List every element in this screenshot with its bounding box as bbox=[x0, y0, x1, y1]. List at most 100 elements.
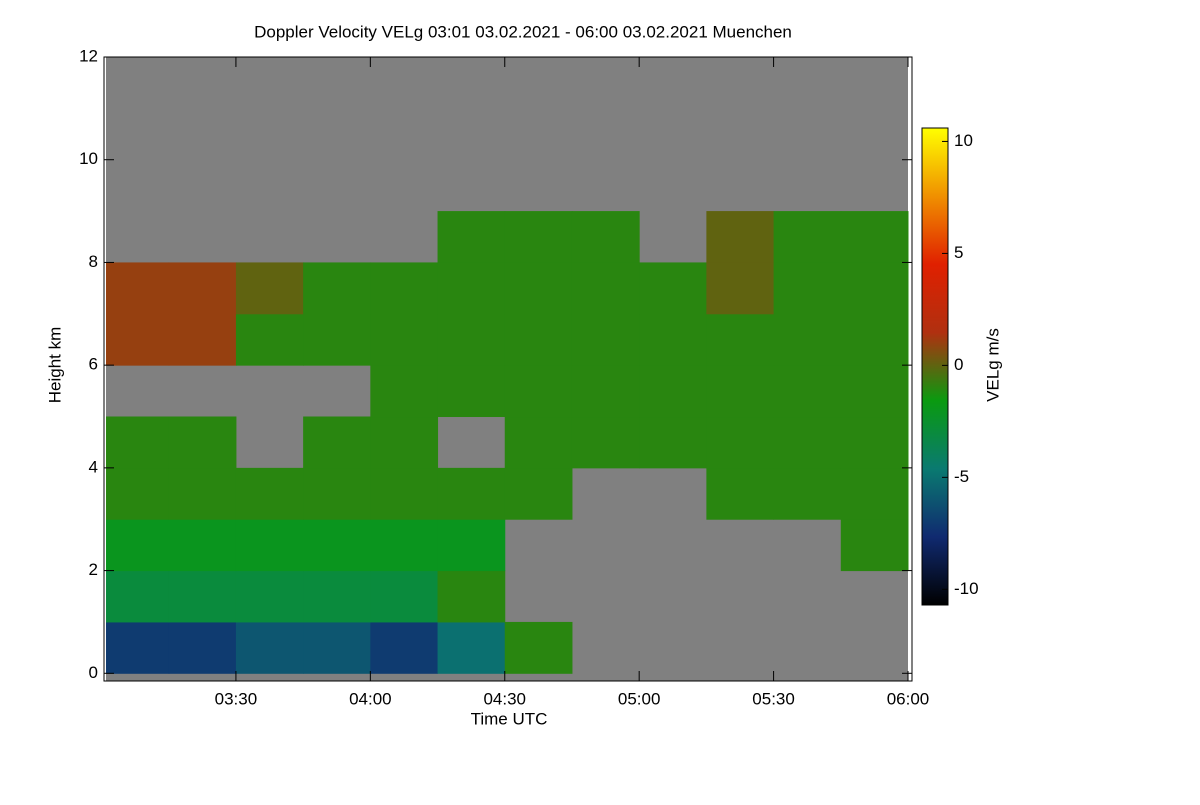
heatmap-cell bbox=[106, 621, 170, 674]
heatmap-cell bbox=[303, 467, 371, 520]
heatmap-cell bbox=[168, 621, 237, 674]
heatmap-cell bbox=[106, 467, 170, 520]
chart-title: Doppler Velocity VELg 03:01 03.02.2021 -… bbox=[254, 22, 792, 41]
heatmap-cell bbox=[840, 519, 909, 572]
heatmap-cell bbox=[773, 467, 842, 520]
heatmap-cell bbox=[706, 313, 775, 366]
heatmap-cell bbox=[571, 262, 640, 315]
heatmap-cell bbox=[168, 313, 237, 366]
y-tick-label: 0 bbox=[89, 663, 98, 682]
heatmap-cell bbox=[370, 313, 439, 366]
heatmap-cell bbox=[437, 519, 506, 572]
heatmap-cell bbox=[168, 416, 237, 469]
colorbar-tick-label: -10 bbox=[954, 579, 979, 598]
heatmap-cell bbox=[639, 365, 707, 418]
colorbar-tick-label: -5 bbox=[954, 467, 969, 486]
heatmap-cell bbox=[168, 519, 237, 572]
heatmap-cell bbox=[437, 313, 506, 366]
heatmap-cell bbox=[235, 467, 304, 520]
heatmap-cell bbox=[437, 467, 506, 520]
y-tick-label: 6 bbox=[89, 355, 98, 374]
x-tick-label: 03:30 bbox=[215, 689, 258, 708]
heatmap-cell bbox=[370, 570, 439, 623]
heatmap-cell bbox=[235, 621, 304, 674]
heatmap-cell bbox=[639, 416, 707, 469]
heatmap-cell bbox=[840, 416, 909, 469]
heatmap-cell bbox=[840, 365, 909, 418]
plot-frame bbox=[103, 56, 913, 682]
heatmap-cell bbox=[235, 313, 304, 366]
heatmap-cell bbox=[370, 262, 439, 315]
heatmap-cell bbox=[303, 416, 371, 469]
heatmap-cell bbox=[370, 621, 439, 674]
heatmap-cell bbox=[437, 211, 506, 263]
heatmap-cell bbox=[235, 570, 304, 623]
colorbar-tick-label: 10 bbox=[954, 131, 973, 150]
y-tick-label: 10 bbox=[79, 149, 98, 168]
heatmap-cell bbox=[639, 262, 707, 315]
heatmap-cell bbox=[504, 262, 573, 315]
heatmap-cell bbox=[504, 365, 573, 418]
heatmap-cell bbox=[437, 365, 506, 418]
heatmap-cell bbox=[571, 313, 640, 366]
heatmap-cell bbox=[235, 262, 304, 315]
heatmap-cell bbox=[504, 313, 573, 366]
x-axis-label: Time UTC bbox=[471, 709, 548, 728]
heatmap-cell bbox=[571, 365, 640, 418]
heatmap-cell bbox=[370, 519, 439, 572]
heatmap-cell bbox=[303, 313, 371, 366]
heatmap-cell bbox=[571, 211, 640, 263]
heatmap-cell bbox=[168, 570, 237, 623]
y-tick-label: 8 bbox=[89, 252, 98, 271]
heatmap-cell bbox=[840, 313, 909, 366]
heatmap-cell bbox=[235, 519, 304, 572]
heatmap-cell bbox=[437, 621, 506, 674]
x-tick-label: 05:30 bbox=[752, 689, 795, 708]
heatmap-cell bbox=[706, 365, 775, 418]
y-tick-label: 4 bbox=[89, 457, 98, 476]
heatmap-cell bbox=[504, 621, 573, 674]
heatmap-cell bbox=[571, 416, 640, 469]
heatmap-cell bbox=[437, 570, 506, 623]
y-axis-label: Height km bbox=[45, 327, 64, 404]
x-tick-label: 04:30 bbox=[483, 689, 526, 708]
heatmap-cell bbox=[639, 313, 707, 366]
heatmap-cell bbox=[303, 621, 371, 674]
heatmap-cell bbox=[504, 467, 573, 520]
heatmap-cell bbox=[168, 262, 237, 315]
heatmap-cell bbox=[504, 211, 573, 263]
heatmap-cell bbox=[106, 519, 170, 572]
y-tick-label: 2 bbox=[89, 560, 98, 579]
heatmap-cell bbox=[840, 262, 909, 315]
heatmap-cell bbox=[706, 467, 775, 520]
heatmap-cell bbox=[840, 211, 909, 263]
heatmap-cell bbox=[840, 467, 909, 520]
colorbar bbox=[921, 127, 949, 606]
heatmap-cell bbox=[106, 262, 170, 315]
heatmap-cell bbox=[370, 416, 439, 469]
y-tick-label: 12 bbox=[79, 46, 98, 65]
colorbar-label: VELg m/s bbox=[983, 328, 1002, 402]
heatmap-cell bbox=[303, 570, 371, 623]
x-tick-label: 05:00 bbox=[618, 689, 661, 708]
heatmap-cell bbox=[773, 416, 842, 469]
heatmap-cell bbox=[706, 262, 775, 315]
colorbar-tick-label: 0 bbox=[954, 355, 963, 374]
heatmap-cell bbox=[706, 416, 775, 469]
heatmap-cell bbox=[168, 467, 237, 520]
heatmap-cell bbox=[504, 416, 573, 469]
heatmap-cell bbox=[706, 211, 775, 263]
heatmap-cell bbox=[106, 570, 170, 623]
heatmap-cell bbox=[773, 365, 842, 418]
heatmap-cell bbox=[106, 313, 170, 366]
heatmap-cell bbox=[106, 416, 170, 469]
heatmap-cell bbox=[773, 313, 842, 366]
x-tick-label: 06:00 bbox=[887, 689, 930, 708]
x-tick-label: 04:00 bbox=[349, 689, 392, 708]
heatmap-cell bbox=[370, 467, 439, 520]
heatmap-cell bbox=[370, 365, 439, 418]
heatmap-cell bbox=[303, 519, 371, 572]
heatmap-cell bbox=[437, 262, 506, 315]
colorbar-tick-label: 5 bbox=[954, 243, 963, 262]
